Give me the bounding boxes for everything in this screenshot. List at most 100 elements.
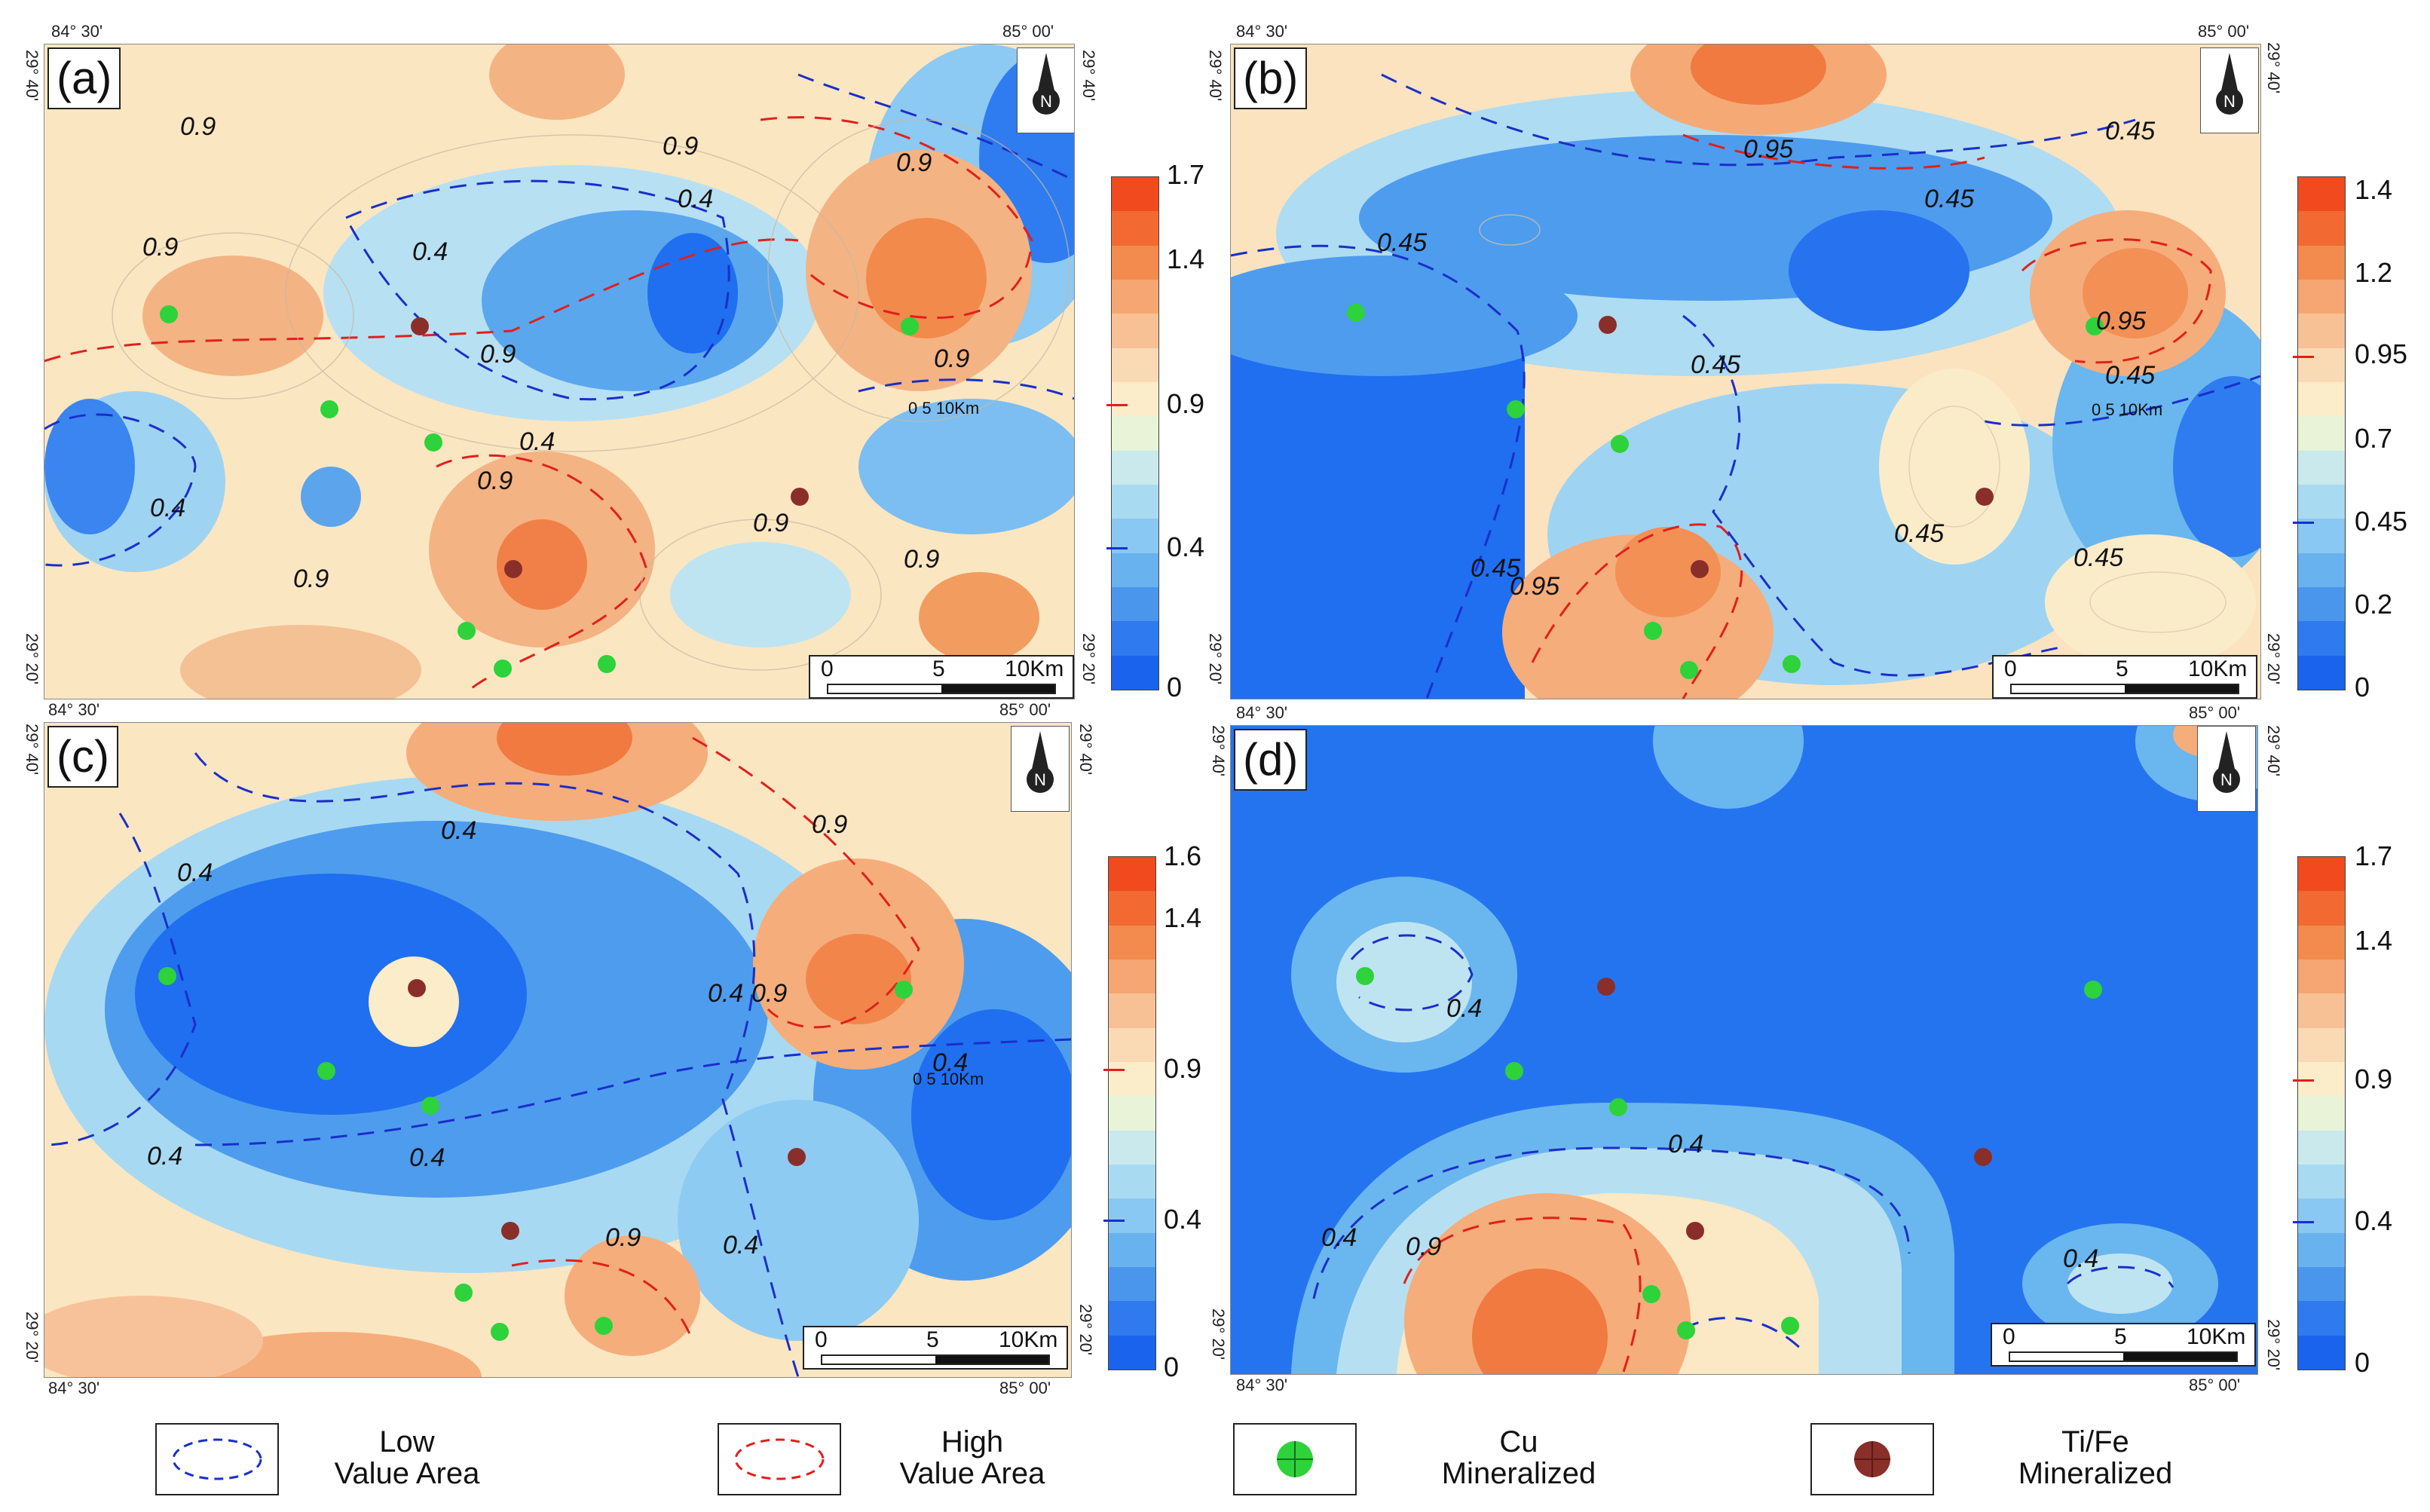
tife-mineralized-icon [1599,316,1617,334]
cu-mineralized-icon [1677,1321,1695,1339]
legend-b-tick: 1.4 [2355,174,2393,205]
contour-surface-a [44,44,1074,699]
svg-text:N: N [2223,92,2236,111]
contour-label: 0.9 [753,509,789,537]
svg-text:N: N [1034,770,1046,789]
panel-label-a: (a) [47,47,121,109]
lat-north-a: 29° 40' [23,50,41,102]
lon-east-c-top: 85° 00' [999,700,1051,719]
contour-label: 0.4 [1668,1130,1704,1158]
lon-east-c-bottom: 85° 00' [999,1379,1051,1397]
high-value-key-box [718,1423,841,1495]
panel-label-d: (d) [1234,729,1308,791]
scale-mid: 5 [2114,1324,2127,1349]
contour-label: 0.95 [1743,135,1794,164]
legend-a-tick: 0.9 [1167,388,1205,419]
high-value-ellipse-icon [734,1438,825,1480]
contour-label: 0.4 [441,816,477,845]
tife-mineralized-icon [501,1222,519,1240]
legend-d-tick: 0 [2355,1347,2370,1378]
tife-mineralized-icon [1976,488,1994,506]
cu-mineralized-icon [160,305,178,323]
contour-label: 0.9 [293,565,329,593]
cu-line1: Cu [1499,1425,1538,1458]
contour-label: 0.45 [1894,519,1945,548]
legend-b-tick: 0 [2355,672,2370,702]
high-value-line2: Value Area [899,1457,1045,1490]
contour-label: 0.9 [812,810,848,839]
contour-label: 0.45 [1691,350,1741,379]
contour-label: 0.4 [2063,1244,2099,1273]
contour-surface-b [1231,44,2260,699]
cu-key-label: Cu Mineralized [1432,1426,1605,1489]
lat-north-b: 29° 40' [1206,50,1225,102]
tife-mineralized-icon [788,1148,806,1166]
contour-label: 0.9 [934,344,970,373]
contour-label: 0.95 [1510,572,1560,601]
legend-b-tick: 0.45 [2355,506,2408,537]
lat-south-a-right: 29° 20' [1079,633,1098,685]
legend-c-tick: 0 [1164,1351,1180,1382]
contour-label: 0.45 [2105,361,2156,390]
contour-label: 0.45 [2105,117,2156,145]
lat-north-d: 29° 40' [1209,725,1228,777]
low-value-line1: Low [379,1425,435,1458]
contour-label: 0.4 [932,1048,969,1077]
contour-label: 0.45 [1471,554,1521,583]
tife-mineralized-icon [1854,1441,1890,1477]
cu-mineralized-icon [1356,967,1374,985]
cu-mineralized-icon [320,400,338,418]
lat-south-d: 29° 20' [1209,1308,1228,1360]
legend-d-tick: 0.4 [2355,1205,2393,1236]
lat-south-b: 29° 20' [1206,633,1225,685]
tife-key-box [1810,1423,1934,1495]
lon-west-d-top: 84° 30' [1236,703,1288,722]
lon-west-a: 84° 30' [51,22,103,41]
cu-mineralized-icon [1347,304,1365,322]
tife-key-label: Ti/Fe Mineralized [2005,1426,2186,1489]
scale-zero: 0 [815,1327,828,1352]
legend-c-tick: 0.4 [1164,1204,1202,1235]
cu-mineralized-icon [317,1062,335,1080]
low-value-ellipse-icon [172,1438,262,1480]
high-value-line1: High [941,1425,1004,1458]
cu-mineralized-icon [598,655,616,673]
legend-d-tick: 1.4 [2355,925,2393,956]
contour-label: 0.9 [896,148,932,177]
legend-b-tick: 1.2 [2355,257,2393,288]
north-arrow-icon: N [2197,726,2256,812]
cu-mineralized-icon [158,967,176,985]
lat-north-b-right: 29° 40' [2264,42,2283,94]
contour-label: 0.4 [147,1142,183,1171]
scale-zero: 0 [821,657,834,681]
low-value-line2: Value Area [334,1457,480,1490]
contour-label: 0.4 [723,1231,759,1259]
contour-label: 0.4 [150,494,186,522]
color-legend-b [2297,176,2346,690]
contour-label: 0.9 [904,545,940,574]
lon-west-c-bottom: 84° 30' [48,1379,100,1397]
cu-key-box [1233,1423,1357,1495]
low-value-key-label: Low Value Area [332,1426,482,1489]
lon-east-d-top: 85° 00' [2189,703,2241,722]
scale-end: 10Km [2188,657,2248,681]
cu-mineralized-icon [424,433,442,451]
legend-a-tick: 1.7 [1167,159,1205,190]
lon-west-b: 84° 30' [1236,22,1288,41]
contour-label: 0.9 [605,1223,641,1252]
contour-label: 0.9 [663,132,699,161]
cu-mineralized-icon [2086,317,2104,335]
mini-scale-text: 0 5 10Km [2092,400,2163,419]
north-arrow-icon: N [1017,47,1074,133]
cu-mineralized-icon [901,317,919,335]
svg-text:N: N [2220,770,2233,789]
lon-east-d-bottom: 85° 00' [2189,1376,2241,1394]
cu-mineralized-icon [1781,1317,1799,1335]
legend-a-tick: 0.4 [1167,531,1205,562]
contour-label: 0.9 [180,112,216,141]
map-panel-b: (b) 0.95 0.45 0.45 0.45 0.45 0.95 0.45 0… [1230,44,2261,699]
contour-label: 0.4 [177,859,213,887]
lon-west-c-top: 84° 30' [48,700,100,719]
contour-label: 0.9 [477,467,513,495]
contour-label: 0.45 [1377,228,1428,257]
